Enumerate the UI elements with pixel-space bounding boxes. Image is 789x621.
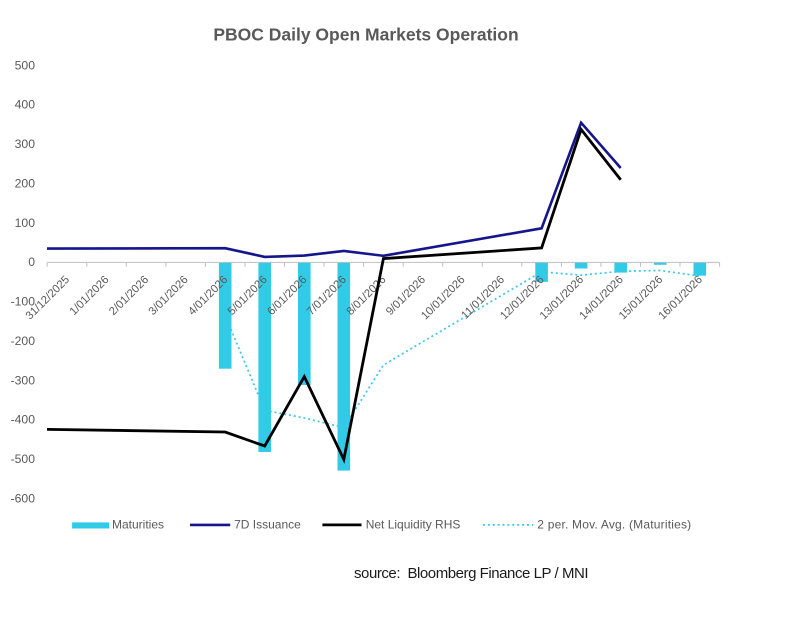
svg-text:source: Bloomberg Finance LP: source: Bloomberg Finance LP / MNI <box>354 565 588 582</box>
svg-text:7D Issuance: 7D Issuance <box>234 517 301 531</box>
svg-text:Maturities: Maturities <box>112 517 164 531</box>
svg-text:-300: -300 <box>11 373 36 387</box>
svg-text:200: 200 <box>15 176 36 190</box>
svg-text:PBOC Daily Open Markets Operat: PBOC Daily Open Markets Operation <box>213 25 518 45</box>
svg-text:100: 100 <box>15 216 36 230</box>
svg-text:-100: -100 <box>11 295 36 309</box>
svg-text:0: 0 <box>28 255 35 269</box>
svg-text:-400: -400 <box>11 413 36 427</box>
svg-text:-500: -500 <box>11 452 36 466</box>
svg-text:2 per. Mov. Avg. (Maturities): 2 per. Mov. Avg. (Maturities) <box>537 517 691 531</box>
svg-text:500: 500 <box>15 58 36 72</box>
svg-text:-600: -600 <box>11 492 36 506</box>
svg-text:Net Liquidity RHS: Net Liquidity RHS <box>366 517 461 531</box>
svg-text:300: 300 <box>15 137 36 151</box>
svg-text:-200: -200 <box>11 334 36 348</box>
svg-text:400: 400 <box>15 98 36 112</box>
